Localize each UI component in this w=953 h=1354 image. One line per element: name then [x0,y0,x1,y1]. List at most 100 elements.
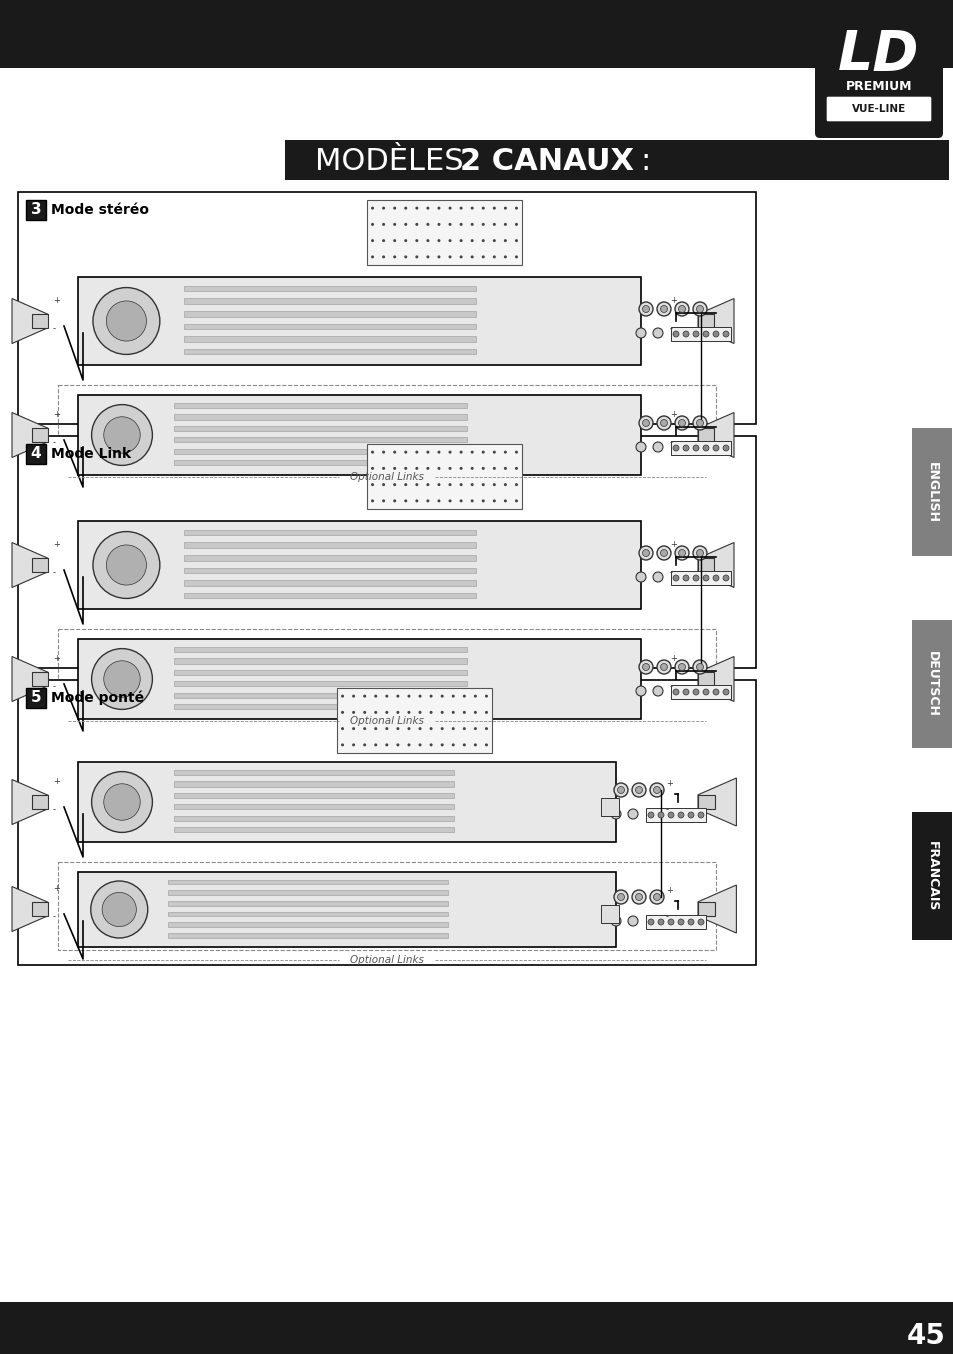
Circle shape [382,451,385,454]
Text: +: + [665,779,672,788]
Circle shape [371,467,374,470]
Circle shape [352,711,355,714]
Circle shape [91,881,148,938]
Circle shape [104,417,140,454]
Bar [698,428,713,441]
Bar [173,815,454,821]
Bar [173,658,466,663]
Circle shape [712,445,719,451]
Circle shape [393,483,395,486]
Circle shape [636,328,645,338]
Text: +: + [53,777,60,787]
Circle shape [678,420,685,427]
Circle shape [659,420,667,427]
Bar [32,428,48,441]
Circle shape [404,207,407,210]
Text: +: + [669,654,677,663]
Text: 2 CANAUX: 2 CANAUX [459,146,634,176]
Circle shape [448,256,451,259]
Bar [645,808,705,822]
Text: Mode stéréo: Mode stéréo [51,203,149,217]
Circle shape [440,743,443,746]
Circle shape [426,256,429,259]
Bar [183,593,476,598]
Circle shape [503,223,506,226]
Circle shape [415,483,417,486]
Circle shape [698,812,703,818]
Bar [173,437,466,443]
Circle shape [385,711,388,714]
Circle shape [474,711,476,714]
Bar [168,933,447,938]
Bar [58,385,716,470]
Text: +: + [53,410,60,418]
Text: MODÈLES: MODÈLES [314,146,473,176]
Circle shape [371,207,374,210]
Circle shape [672,330,679,337]
Circle shape [692,330,699,337]
Circle shape [515,256,517,259]
Circle shape [448,451,451,454]
Circle shape [470,256,474,259]
Circle shape [672,689,679,695]
Bar [78,872,616,946]
Circle shape [493,207,496,210]
Bar [183,543,476,548]
Circle shape [675,546,688,561]
Circle shape [371,451,374,454]
Text: +: + [53,654,60,663]
Text: Optional Links: Optional Links [350,955,423,965]
Circle shape [659,306,667,313]
Circle shape [91,405,152,466]
Circle shape [448,483,451,486]
Circle shape [692,575,699,581]
Polygon shape [698,657,733,701]
Circle shape [382,256,385,259]
Circle shape [610,808,620,819]
Bar [173,793,454,798]
Circle shape [437,467,440,470]
Circle shape [649,890,663,904]
Circle shape [363,743,366,746]
Circle shape [474,743,476,746]
Polygon shape [12,657,48,701]
Bar [183,580,476,586]
Bar [173,414,466,420]
Polygon shape [12,298,48,344]
Bar [78,639,640,719]
Circle shape [393,223,395,226]
Circle shape [503,256,506,259]
Circle shape [692,689,699,695]
Circle shape [672,575,679,581]
Polygon shape [698,779,736,826]
Circle shape [407,711,410,714]
Circle shape [340,711,344,714]
Circle shape [404,240,407,242]
Bar [32,672,48,685]
Circle shape [363,695,366,697]
Text: DEUTSCH: DEUTSCH [924,651,938,716]
Text: ENGLISH: ENGLISH [924,462,938,523]
Text: -: - [53,437,56,447]
Bar [26,688,46,708]
Circle shape [415,500,417,502]
Bar [183,336,476,341]
Circle shape [702,445,708,451]
Bar [183,298,476,305]
Circle shape [493,223,496,226]
Circle shape [702,575,708,581]
Circle shape [712,575,719,581]
Circle shape [692,659,706,674]
Circle shape [452,727,455,730]
Circle shape [696,420,702,427]
Bar [367,200,521,265]
Circle shape [503,500,506,502]
Circle shape [649,783,663,798]
Circle shape [382,467,385,470]
Circle shape [617,787,624,793]
Bar [18,192,755,424]
Text: 3: 3 [30,203,41,218]
Circle shape [641,306,649,313]
Text: -: - [665,806,668,814]
Circle shape [696,306,702,313]
